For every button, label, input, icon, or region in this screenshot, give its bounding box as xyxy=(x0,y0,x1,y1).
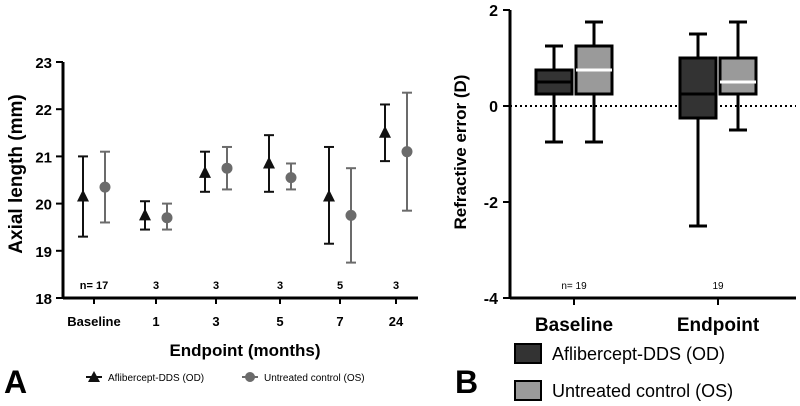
b-box xyxy=(718,56,758,96)
a-triangle-point xyxy=(379,125,391,138)
panel-b-box-marks xyxy=(534,20,758,228)
legend-b-aflibercept-swatch xyxy=(514,343,542,364)
a-circle-point xyxy=(285,172,297,184)
b-xtick-label: Endpoint xyxy=(677,315,760,336)
a-circle-point xyxy=(99,181,111,193)
legend-b-aflibercept-label: Aflibercept-DDS (OD) xyxy=(552,344,725,364)
b-n-label: 19 xyxy=(712,281,724,292)
a-ytick-label: 20 xyxy=(35,197,52,214)
a-ytick-label: 21 xyxy=(35,149,52,166)
a-circle-point xyxy=(345,209,357,221)
legend-a-aflibercept-label: Aflibercept-DDS (OD) xyxy=(108,373,204,384)
a-triangle-point xyxy=(139,208,151,221)
a-triangle-point xyxy=(77,189,89,202)
a-n-label: 5 xyxy=(337,280,343,292)
a-ytick-label: 19 xyxy=(35,244,52,261)
panel-b-n-labels: n= 19 19 xyxy=(561,281,724,292)
a-xtick-label: 24 xyxy=(389,314,404,329)
legend-a-untreated-label: Untreated control (OS) xyxy=(264,373,365,384)
a-circle-point xyxy=(161,212,173,224)
panel-a-n-labels: n= 17 3 3 3 5 3 xyxy=(80,280,399,292)
a-ytick-label: 18 xyxy=(35,291,52,308)
a-n-label: 3 xyxy=(277,280,283,292)
a-xtick-label: 3 xyxy=(212,314,219,329)
a-xtick-label: 7 xyxy=(336,314,343,329)
panel-a-x-ticks: Baseline 1 3 5 7 24 xyxy=(67,298,404,329)
a-n-label: n= 17 xyxy=(80,280,108,292)
a-ytick-label: 23 xyxy=(35,55,52,72)
a-triangle-point xyxy=(323,189,335,202)
a-circle-point xyxy=(401,146,413,158)
panel-b-y-ticks: -4 -2 0 2 xyxy=(484,3,510,308)
panel-a-y-ticks: 18 19 20 21 22 23 xyxy=(35,55,63,308)
panel-a-y-axis-label: Axial length (mm) xyxy=(6,94,27,253)
a-circle-point xyxy=(221,162,233,174)
legend-b-untreated-label: Untreated control (OS) xyxy=(552,381,733,401)
a-n-label: 3 xyxy=(393,280,399,292)
panel-a-axial-length-chart: Axial length (mm) 18 19 20 21 22 23 n= 17 3 3 3 5… xyxy=(4,55,418,400)
b-ytick-label: -2 xyxy=(484,195,498,212)
legend-b-untreated-swatch xyxy=(514,380,542,401)
legend-a-circle-icon xyxy=(245,372,255,382)
a-xtick-label: 1 xyxy=(152,314,159,329)
b-n-label: n= 19 xyxy=(561,281,587,292)
b-ytick-label: 2 xyxy=(489,3,498,20)
b-ytick-label: 0 xyxy=(489,99,498,116)
a-triangle-point xyxy=(199,165,211,178)
panel-a-data-marks xyxy=(77,91,413,264)
a-n-label: 3 xyxy=(153,280,159,292)
panel-a-x-axis-label: Endpoint (months) xyxy=(169,341,320,360)
a-ytick-label: 22 xyxy=(35,102,52,119)
b-box xyxy=(678,56,718,120)
panel-b-x-ticks: Baseline Endpoint xyxy=(535,298,760,336)
legend-a-triangle-icon xyxy=(88,371,100,382)
a-xtick-label: Baseline xyxy=(67,314,120,329)
a-n-label: 3 xyxy=(213,280,219,292)
panel-label-a: A xyxy=(4,364,27,400)
b-ytick-label: -4 xyxy=(484,291,498,308)
panel-b-refractive-error-chart: Refractive error (D) -4 -2 0 2 n= 19 19 Base… xyxy=(451,3,796,401)
a-xtick-label: 5 xyxy=(276,314,283,329)
panel-a-legend: Aflibercept-DDS (OD) Untreated control (… xyxy=(86,371,365,384)
panel-b-legend: Aflibercept-DDS (OD) Untreated control (… xyxy=(514,343,733,401)
panel-b-y-axis-label: Refractive error (D) xyxy=(451,75,470,230)
b-xtick-label: Baseline xyxy=(535,315,613,336)
panel-label-b: B xyxy=(455,364,478,400)
a-triangle-point xyxy=(263,156,275,169)
